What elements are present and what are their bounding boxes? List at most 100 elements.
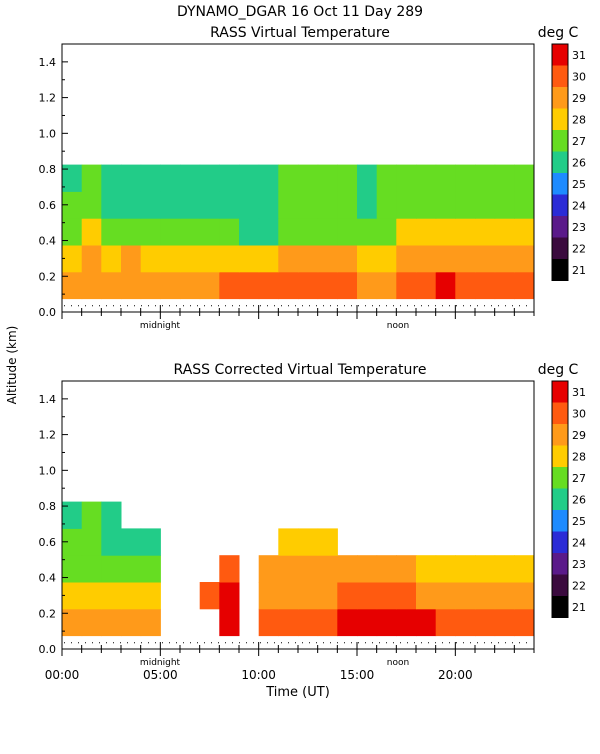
panel1-cell [376,271,397,300]
panel2-ytick-label: 0.6 [39,536,57,549]
panel2-cell [199,582,220,610]
panel1-cell [278,218,299,246]
panel1-cell [514,271,535,300]
panel1-colorbar-label: 25 [572,178,586,191]
panel1-cell [239,191,260,219]
panel1-colorbar-label: 26 [572,156,586,169]
panel1-colorbar: 31 30 29 28 27 26 25 24 23 22 21 [551,43,586,281]
panel1-cell [317,271,338,300]
panel1-cell [278,164,299,192]
panel1-cell [396,218,417,246]
panel1-heatmap [62,164,535,307]
panel1-cell [435,164,456,192]
panel2-cell [298,528,319,556]
panel2-title: RASS Corrected Virtual Temperature [174,362,427,378]
panel2-colorbar-swatch [552,381,568,403]
panel1-ytick-label: 0.2 [39,270,57,283]
panel1-cell [357,164,378,192]
panel1-cell [435,191,456,219]
panel2-colorbar-label: 28 [572,450,586,463]
panel2-midnight-marker: midnight [140,658,181,668]
panel2-cell [140,528,161,556]
panel1-cell [160,191,181,219]
panel1-cell [180,218,201,246]
panel2-colorbar-swatch [552,510,568,532]
panel2-cell [140,608,161,637]
panel2-xtick-label: 10:00 [241,668,276,682]
panel1-cell [199,218,220,246]
panel2-colorbar-label: 23 [572,558,586,571]
panel2-ytick-label: 0.0 [39,643,57,656]
panel1-colorbar-label: 23 [572,221,586,234]
panel2-cell [121,582,142,610]
panel1-cell [376,245,397,273]
panel1-ytick-label: 0.8 [39,163,57,176]
panel2-colorbar-swatch [552,445,568,468]
panel1-cell [298,164,319,192]
panel1-colorbar-label: 30 [572,70,586,83]
panel1-colorbar-label: 24 [572,199,586,212]
panel2-cell [435,608,456,637]
panel1-cell [81,218,102,246]
panel2-colorbar-label: 21 [572,601,586,614]
panel1-cell [455,218,476,246]
panel1-cell [160,245,181,273]
panel1-cell [455,245,476,273]
panel1-x-axis [61,305,535,319]
panel2-cell [494,555,515,583]
panel1-cell [199,191,220,219]
panel2-x-axis: 00:00 05:00 10:00 15:00 20:00 [45,642,535,682]
panel1-cell [357,218,378,246]
panel1-cell [121,271,142,300]
panel1-cell [475,245,496,273]
panel1-cell [258,164,279,192]
panel2-cell [81,582,102,610]
panel1-colorbar-swatch [552,237,568,260]
panel2-cell [219,582,240,610]
panel2-cell [101,555,122,583]
panel2-cell [475,608,496,637]
panel1-cell [317,164,338,192]
panel2-cell [278,582,299,610]
panel1-cell [180,245,201,273]
panel2-colorbar-swatch [552,488,568,511]
panel2-cell [298,555,319,583]
panel1-cell [475,271,496,300]
panel1-cell [140,164,161,192]
figure-title: DYNAMO_DGAR 16 Oct 11 Day 289 [177,4,423,20]
panel1-cell [62,245,83,273]
panel1-ytick-label: 0.4 [39,235,57,248]
panel2-colorbar-label: 25 [572,515,586,528]
panel2-cell [258,555,279,583]
panel2-cell [357,582,378,610]
panel2-cell [219,608,240,637]
panel2-cell [435,555,456,583]
panel1-cell [239,218,260,246]
panel1-ytick-label: 0.0 [39,306,57,319]
panel1-cell [337,191,358,219]
panel2-cell [101,608,122,637]
panel2-xtick-label: 00:00 [45,668,80,682]
panel2-cell [396,582,417,610]
panel2-colorbar-label: 30 [572,407,586,420]
panel1-y-axis: 0.0 0.2 0.4 0.6 0.8 1.0 1.2 1.4 [39,43,68,319]
panel1-cell [278,271,299,300]
panel2-cell [317,582,338,610]
panel2-colorbar-label: 27 [572,472,586,485]
panel1-cell [357,191,378,219]
panel1-colorbar-swatch [552,216,568,238]
panel2-cell [258,582,279,610]
panel1-cell [396,164,417,192]
panel2-cell [514,555,535,583]
panel1-cell [475,191,496,219]
panel1-cell [416,245,437,273]
panel1-cell [81,245,102,273]
panel2-cell [317,555,338,583]
panel1-cell [101,245,122,273]
panel2-cell [81,555,102,583]
panel1-cell [396,271,417,300]
panel2-cell [475,582,496,610]
panel1-cell [298,245,319,273]
panel1-ytick-label: 1.4 [39,56,57,69]
panel1-cell [258,191,279,219]
